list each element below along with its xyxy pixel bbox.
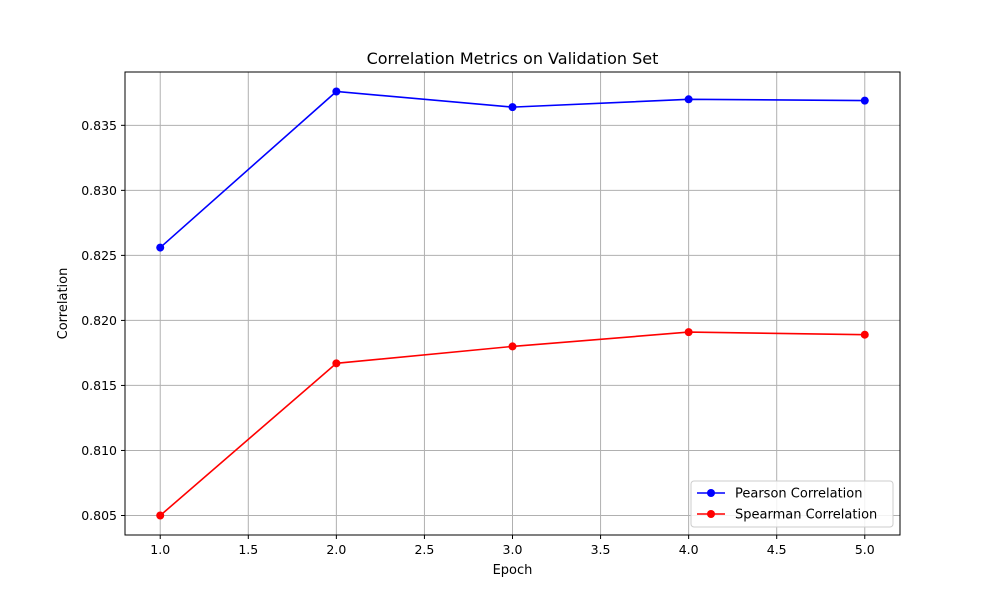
y-tick-label: 0.830 — [81, 183, 117, 198]
data-point — [860, 96, 869, 105]
legend-label: Pearson Correlation — [735, 487, 862, 502]
legend-box — [690, 480, 894, 528]
y-axis-title: Correlation — [56, 268, 71, 340]
axis-ticks: 1.0 1.5 2.0 2.5 3.0 3.5 4.0 4.5 5.0 0.805 0.810 0.8… — [81, 118, 875, 557]
data-point — [508, 103, 517, 112]
x-tick-label: 2.0 — [326, 542, 346, 557]
x-axis-title: Epoch — [493, 563, 533, 578]
y-tick-label: 0.835 — [81, 118, 117, 133]
x-tick-label: 3.5 — [591, 542, 611, 557]
legend: Pearson Correlation Spearman Correlation — [690, 480, 894, 528]
x-tick-label: 3.0 — [503, 542, 523, 557]
y-tick-label: 0.825 — [81, 248, 117, 263]
legend-marker — [707, 489, 715, 497]
x-tick-label: 5.0 — [855, 542, 875, 557]
x-tick-label: 1.5 — [238, 542, 258, 557]
x-tick-label: 2.5 — [414, 542, 434, 557]
x-tick-label: 4.5 — [767, 542, 787, 557]
data-point — [684, 328, 693, 337]
legend-marker — [707, 510, 715, 518]
x-tick-label: 4.0 — [679, 542, 699, 557]
data-point — [156, 243, 165, 252]
chart-title: Correlation Metrics on Validation Set — [367, 49, 659, 68]
data-point — [684, 95, 693, 104]
y-tick-label: 0.810 — [81, 443, 117, 458]
legend-label: Spearman Correlation — [735, 508, 877, 523]
y-tick-label: 0.820 — [81, 313, 117, 328]
x-tick-label: 1.0 — [150, 542, 170, 557]
data-point — [508, 342, 517, 351]
data-point — [332, 359, 341, 368]
data-point — [332, 87, 341, 96]
y-tick-label: 0.815 — [81, 378, 117, 393]
y-tick-label: 0.805 — [81, 508, 117, 523]
data-point — [860, 330, 869, 339]
series-layer — [156, 87, 869, 520]
data-point — [156, 511, 165, 520]
